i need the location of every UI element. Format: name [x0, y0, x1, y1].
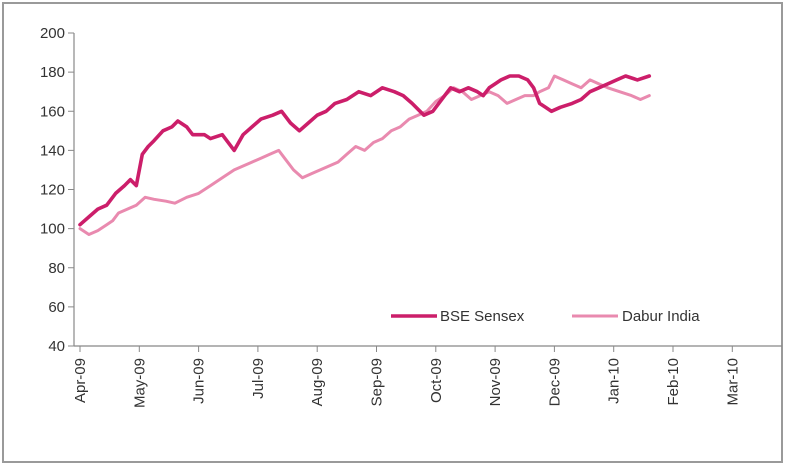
y-axis-ticks: 40 60 80 100 120 140 160 180 200	[40, 25, 74, 355]
x-tick-label: Jan-10	[606, 358, 623, 404]
x-tick-label: Jul-09	[250, 358, 267, 399]
series-line-bse-sensex	[78, 74, 652, 227]
x-tick-label: Aug-09	[309, 358, 326, 406]
legend-label-bse-sensex: BSE Sensex	[440, 308, 525, 325]
y-tick-label: 140	[40, 142, 65, 159]
legend: BSE Sensex Dabur India	[391, 308, 700, 325]
x-tick-label: Mar-10	[724, 358, 741, 406]
x-tick-label: Sep-09	[369, 358, 386, 406]
x-tick-label: Apr-09	[72, 358, 89, 403]
y-tick-label: 120	[40, 182, 65, 199]
y-tick-label: 80	[48, 260, 65, 277]
y-tick-label: 100	[40, 221, 65, 238]
x-tick-label: Nov-09	[487, 358, 504, 406]
y-tick-label: 40	[48, 338, 65, 355]
series-lines	[78, 74, 652, 236]
y-tick-label: 180	[40, 64, 65, 81]
chart-frame	[2, 2, 783, 463]
x-tick-label: Dec-09	[546, 358, 563, 406]
x-tick-label: May-09	[131, 358, 148, 408]
y-tick-label: 200	[40, 25, 65, 42]
series-line-dabur-india	[78, 74, 651, 236]
y-tick-label: 160	[40, 103, 65, 120]
x-tick-label: Feb-10	[665, 358, 682, 406]
y-tick-label: 60	[48, 299, 65, 316]
x-tick-label: Jun-09	[191, 358, 208, 404]
legend-label-dabur-india: Dabur India	[622, 308, 700, 325]
x-axis-ticks: Apr-09 May-09 Jun-09 Jul-09 Aug-09 Sep-09 Oct-…	[72, 346, 741, 408]
axes	[73, 33, 782, 347]
x-tick-label: Oct-09	[428, 358, 445, 403]
